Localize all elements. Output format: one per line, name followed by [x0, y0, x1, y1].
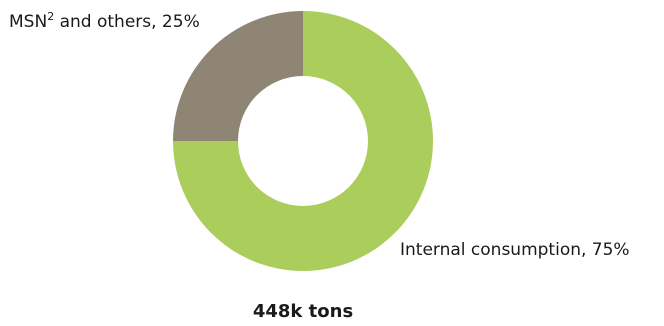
- slice-label-msn-superscript: 2: [47, 10, 54, 23]
- total-label: 448k tons: [253, 301, 353, 322]
- slice-label-msn-others: MSN2 and others, 25%: [9, 10, 200, 32]
- slice-label-msn-base: MSN: [9, 12, 47, 32]
- donut-slice-msn-others: [173, 11, 303, 141]
- donut-slice-internal-consumption: [173, 11, 433, 271]
- slice-label-internal-consumption: Internal consumption, 75%: [400, 240, 630, 260]
- donut-slices: [173, 11, 433, 271]
- slice-label-msn-rest: and others, 25%: [54, 12, 200, 32]
